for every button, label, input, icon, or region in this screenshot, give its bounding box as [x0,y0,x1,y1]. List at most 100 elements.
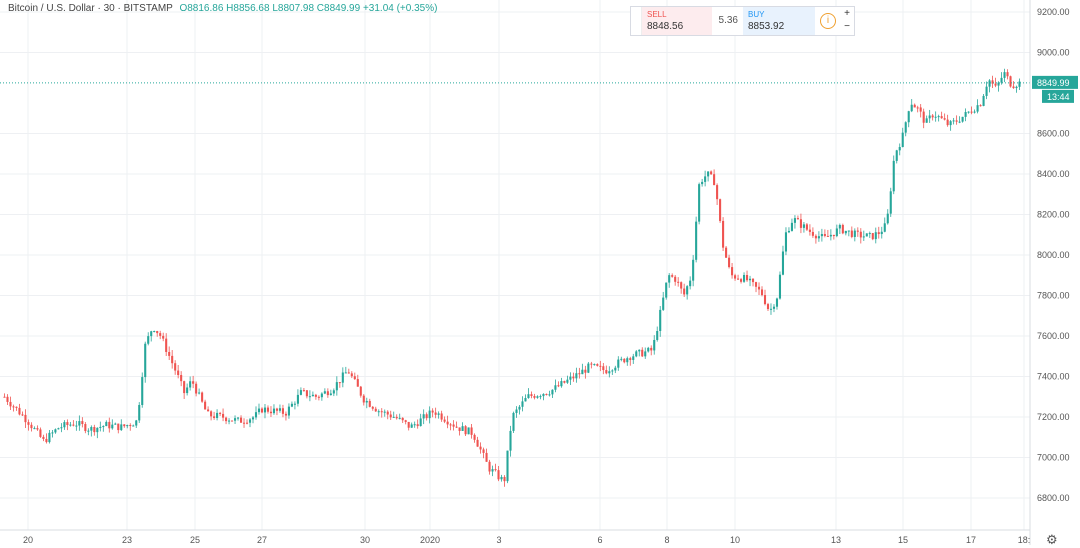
candle-body [503,476,506,482]
candle-body [937,116,940,118]
candle-body [530,394,533,397]
candle-body [213,416,216,418]
candle-body [850,230,853,237]
candle-body [967,111,970,113]
buy-label: BUY [748,10,765,19]
candle-body [350,373,353,377]
candle-body [763,295,767,305]
candle-body [952,120,955,122]
candle-body [781,251,785,275]
candle-body [449,424,452,426]
candle-body [725,247,728,258]
candle-body [949,121,952,126]
candle-body [769,308,773,310]
time-tick-label: 27 [257,535,267,545]
candle-body [922,111,925,123]
candle-body [138,404,141,421]
price-tick-label: 6800.00 [1037,493,1070,503]
candle-body [692,259,695,281]
chart-legend: Bitcoin / U.S. Dollar · 30 · BITSTAMP O8… [8,3,437,14]
candle-body [18,407,21,415]
time-tick-label: 8 [664,535,669,545]
price-tick-label: 8200.00 [1037,210,1070,220]
candle-body [695,221,698,260]
candle-body [428,410,431,419]
gear-icon[interactable]: ⚙ [1046,532,1058,547]
candle-body [901,132,904,148]
spread-value: 5.36 [718,15,738,26]
candle-body [3,396,6,398]
candle-body [740,279,743,282]
candle-body [958,121,961,123]
candle-body [141,377,144,405]
candle-body [153,331,156,333]
candle-body [326,391,329,396]
price-axis[interactable]: 9200.00 9000.00 8600.00 8400.00 8200.00 8000.… [1037,7,1070,503]
candle-body [946,119,949,126]
candle-body [796,218,799,220]
candle-body [913,104,916,108]
candle-body [39,429,42,437]
drag-handle[interactable] [631,7,642,35]
candle-body [467,427,470,435]
plus-icon[interactable]: + [844,8,850,19]
candle-body [111,424,114,429]
candle-body [290,403,293,407]
candle-body [222,413,225,418]
candle-body [189,381,192,388]
time-tick-label: 30 [360,535,370,545]
candle-body [99,426,102,428]
sell-button[interactable]: SELL 8848.56 [642,7,712,35]
candle-body [63,422,66,428]
candle-body [889,191,892,214]
candle-body [704,176,707,182]
candle-body [701,181,704,185]
candle-body [485,452,488,462]
time-axis[interactable]: 20 23 25 27 30 2020 3 6 8 10 13 15 17 18: [23,535,1030,545]
candle-body [683,288,686,295]
candle-body [518,406,521,410]
candle-body [216,412,219,418]
time-tick-label: 15 [898,535,908,545]
candle-body [572,376,575,379]
info-icon[interactable]: i [820,13,836,29]
candle-body [168,351,171,356]
candle-body [204,401,207,410]
candle-body [551,389,554,395]
candle-body [150,331,153,337]
candle-body [105,421,108,427]
candle-body [266,407,270,412]
candle-body [1000,77,1003,83]
trade-panel: SELL 8848.56 5.36 BUY 8853.92 i + − [630,6,855,36]
candle-body [832,234,835,237]
minus-icon[interactable]: − [844,21,850,32]
candle-body [904,122,907,133]
candle-body [482,449,485,453]
candle-body [251,417,255,420]
candle-body [419,418,422,427]
candle-body [236,417,240,419]
ohlc-values: O8816.86 H8856.68 L8807.98 C8849.99 +31.… [179,3,438,14]
candle-body [15,406,18,408]
candle-body [491,469,494,472]
candle-body [554,385,557,390]
candle-body [874,232,877,240]
candle-body [982,95,985,106]
candle-body [446,421,449,425]
symbol-title[interactable]: Bitcoin / U.S. Dollar · 30 · BITSTAMP [8,3,173,14]
candle-body [404,420,407,422]
candle-body [84,424,87,432]
candle-body [443,419,446,422]
candle-body [344,372,347,374]
candle-body [473,434,476,440]
candle-body [51,432,54,434]
candle-body [650,347,653,351]
candle-body [955,120,958,122]
candle-body [254,412,258,418]
candle-body [48,432,51,443]
buy-button[interactable]: BUY 8853.92 [743,7,815,35]
candle-body [395,416,398,419]
candle-body [748,278,752,281]
candle-body [728,257,731,268]
